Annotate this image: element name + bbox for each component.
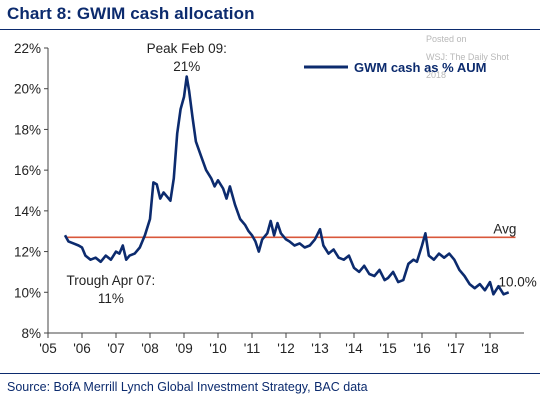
x-tick-label: '16: [413, 341, 431, 356]
peak-annotation-line-1: Peak Feb 09:: [147, 41, 227, 56]
y-tick-label: 16%: [14, 163, 41, 178]
x-tick-label: '06: [73, 341, 91, 356]
x-tick-label: '11: [244, 341, 261, 356]
x-tick-label: '12: [277, 341, 295, 356]
watermark-line-2: WSJ: The Daily Shot: [426, 52, 509, 62]
watermark: Posted on WSJ: The Daily Shot 2018: [426, 30, 509, 84]
y-tick-label: 18%: [14, 122, 41, 137]
chart-title: Chart 8: GWIM cash allocation: [7, 4, 255, 23]
y-tick-label: 12%: [14, 245, 41, 260]
x-tick-label: '17: [447, 341, 465, 356]
x-axis: '05 '06 '07 '08 '09 '10 '11 '12 '13 '14 '15 '16 '17 '…: [39, 332, 524, 356]
footer-divider: [0, 373, 540, 374]
trough-annotation-line-1: Trough Apr 07:: [66, 273, 155, 288]
y-axis: 8% 10% 12% 14% 16% 18% 20% 22%: [14, 41, 49, 341]
last-value-annotation: 10.0%: [499, 274, 537, 289]
header-bar: Chart 8: GWIM cash allocation: [0, 0, 540, 30]
series-line-gwm-cash: [63, 75, 510, 296]
x-tick-label: '07: [107, 341, 125, 356]
y-tick-label: 22%: [14, 41, 41, 56]
x-tick-label: '09: [175, 341, 193, 356]
y-tick-label: 8%: [21, 326, 41, 341]
x-tick-label: '18: [481, 341, 499, 356]
watermark-line-3: 2018: [426, 70, 447, 80]
average-label: Avg: [493, 221, 516, 236]
watermark-line-1: Posted on: [426, 34, 467, 44]
trough-annotation-line-2: 11%: [98, 291, 124, 306]
x-tick-label: '15: [379, 341, 397, 356]
x-tick-label: '14: [345, 341, 363, 356]
peak-annotation-line-2: 21%: [173, 59, 200, 74]
x-tick-label: '05: [39, 341, 57, 356]
source-note: Source: BofA Merrill Lynch Global Invest…: [7, 380, 368, 394]
y-tick-label: 14%: [14, 204, 41, 219]
x-tick-label: '10: [209, 341, 227, 356]
chart-canvas: 8%10%12%14%16%18%20%22% '05'06'07'08'09 '…: [14, 41, 537, 356]
title-divider: [0, 29, 540, 30]
legend: GWM cash as % AUM: [304, 60, 486, 75]
y-tick-label: 10%: [14, 285, 41, 300]
y-tick-label: 20%: [14, 82, 41, 97]
x-tick-label: '08: [141, 341, 159, 356]
legend-label: GWM cash as % AUM: [354, 60, 486, 75]
x-tick-label: '13: [311, 341, 329, 356]
